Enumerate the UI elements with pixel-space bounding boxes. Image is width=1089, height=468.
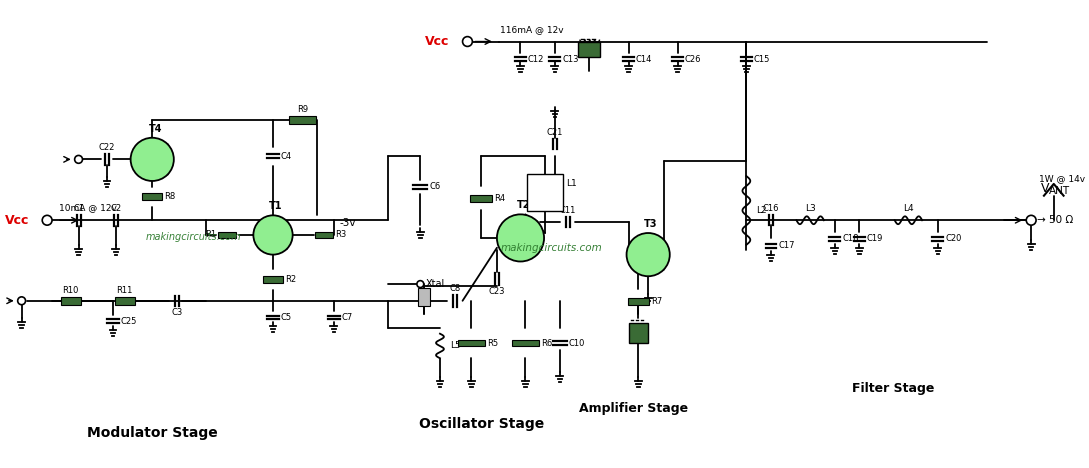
Text: R4: R4 bbox=[494, 194, 505, 203]
Text: L4: L4 bbox=[903, 205, 914, 213]
Text: C5: C5 bbox=[281, 313, 292, 322]
Text: makingcircuits.com: makingcircuits.com bbox=[501, 243, 602, 253]
Text: R5: R5 bbox=[487, 338, 499, 348]
Text: 1W @ 14v: 1W @ 14v bbox=[1039, 175, 1085, 183]
Bar bbox=[627, 298, 649, 305]
Text: C1: C1 bbox=[73, 204, 84, 213]
Text: C8: C8 bbox=[449, 284, 461, 293]
Text: C18: C18 bbox=[842, 234, 858, 243]
Text: C20: C20 bbox=[945, 234, 962, 243]
Text: T1: T1 bbox=[269, 201, 283, 212]
Text: R8: R8 bbox=[164, 192, 175, 201]
Text: Oscillator Stage: Oscillator Stage bbox=[418, 417, 543, 431]
Text: ANT: ANT bbox=[1049, 186, 1070, 196]
Text: C17: C17 bbox=[779, 241, 795, 250]
Text: C2: C2 bbox=[110, 204, 122, 213]
Text: C22: C22 bbox=[99, 143, 115, 152]
Bar bbox=[218, 232, 235, 238]
Text: C19: C19 bbox=[867, 234, 883, 243]
Text: C10: C10 bbox=[568, 338, 585, 348]
Text: C14: C14 bbox=[636, 55, 652, 64]
Text: R11: R11 bbox=[117, 286, 133, 295]
Bar bbox=[315, 232, 333, 238]
Text: L5: L5 bbox=[450, 342, 461, 351]
Text: R9: R9 bbox=[297, 105, 308, 114]
Text: R2: R2 bbox=[285, 275, 296, 284]
Text: C26: C26 bbox=[685, 55, 701, 64]
Text: C16: C16 bbox=[762, 205, 779, 213]
Text: T3: T3 bbox=[645, 219, 658, 229]
Text: Ls1: Ls1 bbox=[580, 45, 598, 54]
Text: C15: C15 bbox=[754, 55, 770, 64]
Text: 116mA @ 12v: 116mA @ 12v bbox=[500, 25, 563, 34]
Bar bbox=[512, 340, 539, 346]
Text: Xtal: Xtal bbox=[425, 279, 444, 289]
Text: Vcc: Vcc bbox=[5, 214, 29, 227]
Text: Modulator Stage: Modulator Stage bbox=[87, 426, 218, 440]
Text: R1: R1 bbox=[205, 230, 216, 240]
Text: L2: L2 bbox=[756, 206, 767, 215]
Text: C25: C25 bbox=[121, 317, 137, 326]
Bar bbox=[115, 297, 135, 305]
Text: C9: C9 bbox=[527, 180, 538, 190]
Text: makingcircuits.com: makingcircuits.com bbox=[145, 232, 241, 242]
Text: L3: L3 bbox=[805, 205, 816, 213]
Text: C11: C11 bbox=[560, 206, 576, 215]
Bar bbox=[470, 195, 492, 202]
Circle shape bbox=[1026, 215, 1036, 225]
Circle shape bbox=[131, 138, 174, 181]
Bar bbox=[457, 340, 485, 346]
Circle shape bbox=[463, 37, 473, 46]
Text: T4: T4 bbox=[148, 124, 162, 134]
Text: C23: C23 bbox=[489, 287, 505, 296]
Circle shape bbox=[254, 215, 293, 255]
Text: V: V bbox=[1041, 183, 1050, 195]
Text: C13: C13 bbox=[562, 55, 578, 64]
Circle shape bbox=[626, 233, 670, 276]
Text: C7: C7 bbox=[342, 313, 353, 322]
Circle shape bbox=[75, 155, 83, 163]
Circle shape bbox=[42, 215, 52, 225]
Bar bbox=[289, 116, 316, 124]
Text: Ls2: Ls2 bbox=[629, 329, 647, 338]
Bar bbox=[578, 42, 600, 57]
Text: 10mA @ 12v: 10mA @ 12v bbox=[59, 204, 117, 212]
Bar bbox=[628, 323, 648, 343]
Text: C3: C3 bbox=[171, 307, 182, 317]
Text: R6: R6 bbox=[541, 338, 552, 348]
Text: Vcc: Vcc bbox=[426, 35, 450, 48]
Text: → 50 Ω: → 50 Ω bbox=[1037, 215, 1074, 225]
Text: L1: L1 bbox=[565, 179, 576, 188]
Circle shape bbox=[17, 297, 25, 305]
Bar bbox=[264, 276, 283, 283]
Text: R7: R7 bbox=[651, 297, 662, 306]
Text: C12: C12 bbox=[528, 55, 544, 64]
Bar bbox=[418, 288, 430, 306]
Text: R3: R3 bbox=[335, 230, 346, 240]
Text: C4: C4 bbox=[281, 152, 292, 161]
Text: C21: C21 bbox=[547, 128, 563, 137]
Text: Amplifier Stage: Amplifier Stage bbox=[579, 402, 688, 415]
Circle shape bbox=[417, 281, 424, 287]
Circle shape bbox=[497, 214, 544, 262]
Text: R10: R10 bbox=[62, 286, 78, 295]
Text: C6: C6 bbox=[429, 183, 440, 191]
Text: -3v: -3v bbox=[340, 218, 356, 228]
Text: T2: T2 bbox=[516, 200, 530, 211]
Bar bbox=[527, 174, 563, 212]
Bar bbox=[61, 297, 81, 305]
Text: Filter Stage: Filter Stage bbox=[853, 382, 934, 395]
Bar bbox=[143, 193, 162, 200]
